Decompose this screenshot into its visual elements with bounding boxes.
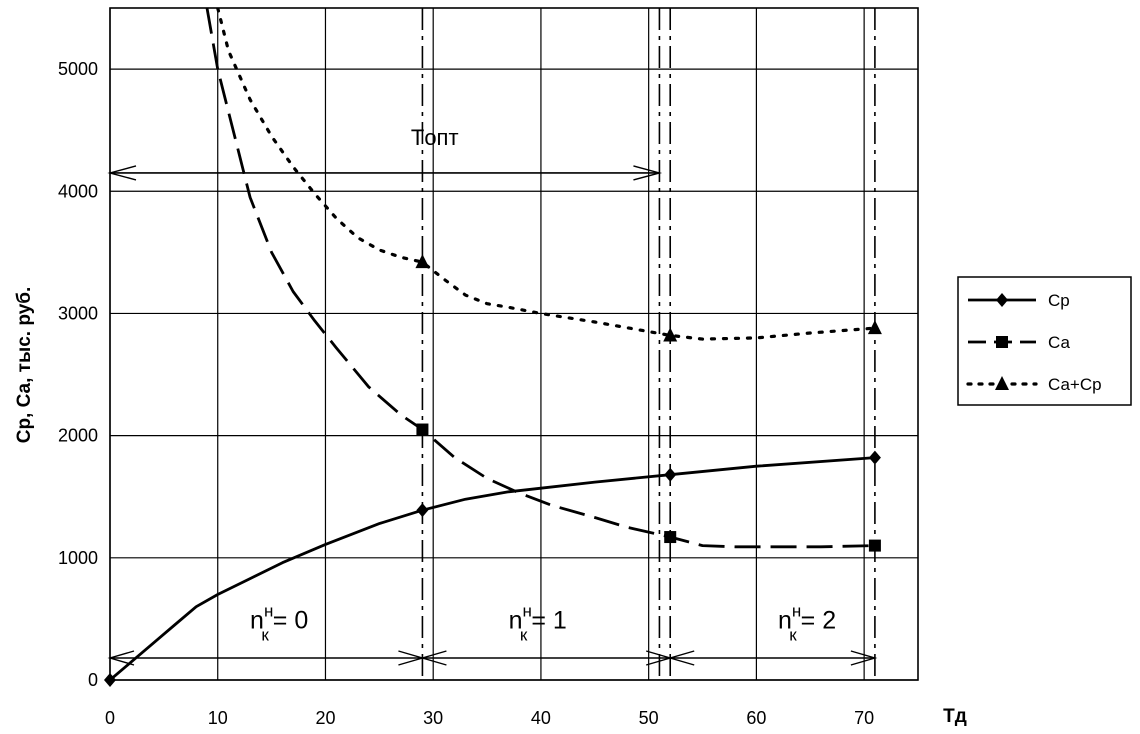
y-axis-title: Ср, Са, тыс. руб. [14, 287, 35, 444]
legend-label: Са [1048, 333, 1070, 352]
x-tick-label: 70 [854, 708, 874, 728]
legend-label: Ср [1048, 291, 1070, 310]
legend: Ср Са Са+Ср [957, 276, 1132, 406]
series-2-point [664, 531, 677, 544]
y-tick-label: 1000 [58, 548, 98, 568]
t-opt-arrowhead-left [107, 165, 137, 181]
x-axis-title: Тд [943, 706, 967, 727]
series-3-point [663, 327, 678, 342]
plot-frame [109, 7, 919, 681]
x-tick-label: 50 [639, 708, 659, 728]
interval-arrowhead-left [107, 650, 135, 666]
interval-arrowhead-left [419, 650, 447, 666]
x-tick-label: 0 [105, 708, 115, 728]
region-label: nн к= 2 [778, 602, 836, 645]
t-opt-arrowhead-right [633, 165, 663, 181]
y-tick-label: 4000 [58, 181, 98, 201]
x-tick-label: 30 [423, 708, 443, 728]
x-tick-label: 60 [746, 708, 766, 728]
t-opt-label: Tопт [411, 125, 459, 150]
region-label: nн к= 0 [250, 602, 308, 645]
annotation-layer: Tопт nн к= 0 nн к= 1 nн к= 2 [107, 8, 878, 680]
legend-marker-2 [996, 336, 1008, 348]
y-tick-label: 2000 [58, 426, 98, 446]
region-label: nн к= 1 [509, 602, 567, 645]
y-tick-label: 3000 [58, 303, 98, 323]
series-layer [104, 8, 882, 687]
series-3-point [415, 254, 430, 269]
plot-area [109, 7, 919, 681]
legend-label: Са+Ср [1048, 375, 1102, 394]
x-tick-label: 40 [531, 708, 551, 728]
legend-marker-3 [995, 376, 1009, 390]
axis-layer: Ср, Са, тыс. руб. Тд 0 10 20 30 40 50 60 70 0 100… [14, 59, 967, 728]
legend-marker-1 [996, 293, 1008, 307]
legend-box [957, 276, 1132, 406]
series-1-point [104, 673, 116, 687]
series-line-3 [216, 8, 877, 341]
series-line-1 [110, 456, 876, 680]
x-tick-label: 20 [315, 708, 335, 728]
series-line-2 [205, 8, 875, 549]
y-tick-label: 0 [88, 670, 98, 690]
interval-arrowhead-right [850, 650, 878, 666]
interval-arrowhead-left [667, 650, 695, 666]
x-tick-label: 10 [208, 708, 228, 728]
y-tick-label: 5000 [58, 59, 98, 79]
